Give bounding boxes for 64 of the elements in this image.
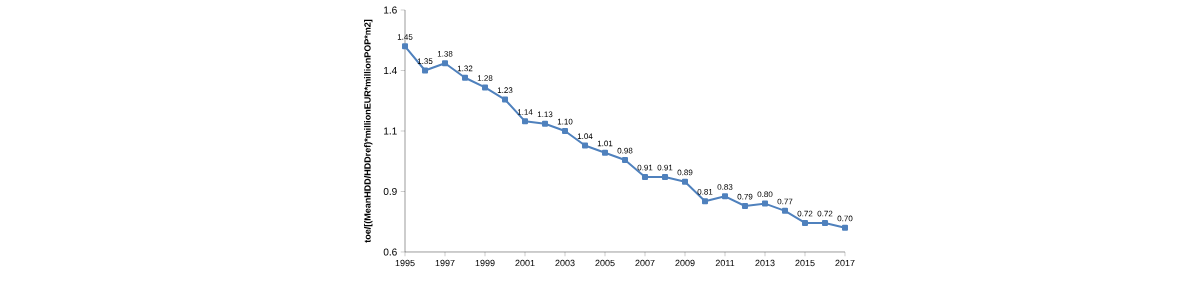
point xyxy=(682,178,688,185)
point xyxy=(542,120,549,127)
text: 1.13 xyxy=(537,111,553,118)
point xyxy=(642,173,648,180)
text: 0.77 xyxy=(777,198,793,205)
y-tick-label: 1.4 xyxy=(384,67,397,74)
text: 0.98 xyxy=(617,147,633,154)
text: 1.32 xyxy=(457,65,473,72)
x-tick-label: 2007 xyxy=(635,259,655,267)
x-tick-label: 2011 xyxy=(715,259,735,267)
y-tick-label: 1.6 xyxy=(384,6,397,14)
point xyxy=(522,118,529,125)
point xyxy=(622,157,628,164)
text: 1.01 xyxy=(597,140,613,147)
text: 0.89 xyxy=(677,169,693,176)
text: 1.38 xyxy=(437,51,453,57)
text: 0.80 xyxy=(757,191,773,198)
y-tick-label: 0.6 xyxy=(383,248,397,256)
x-tick-label: 2009 xyxy=(675,259,695,267)
text: 1.28 xyxy=(477,75,493,81)
point xyxy=(762,200,768,207)
point xyxy=(482,84,489,91)
point xyxy=(722,193,728,200)
text: 1.23 xyxy=(497,87,513,93)
y-tick-label: 1.1 xyxy=(384,127,397,135)
point xyxy=(422,67,429,74)
point xyxy=(802,219,808,226)
x-tick-label: 2001 xyxy=(515,259,535,267)
point xyxy=(662,173,668,180)
x-tick-label: 1999 xyxy=(475,259,495,267)
text: 0.72 xyxy=(817,210,833,217)
y-axis-title: toe/[(MeanHDD/HDDref)*millionEUR*millionPOP*m2] xyxy=(364,19,373,243)
text: 1.45 xyxy=(397,34,413,40)
x-tick-label: 2017 xyxy=(835,259,855,267)
text: 1.35 xyxy=(417,58,433,64)
point xyxy=(442,60,449,67)
point xyxy=(702,198,708,205)
point xyxy=(742,203,748,210)
x-tick-label: 2015 xyxy=(795,259,815,267)
text: 0.91 xyxy=(657,164,673,171)
point xyxy=(582,142,588,149)
point xyxy=(462,74,469,81)
point xyxy=(562,127,569,134)
x-tick-label: 2013 xyxy=(755,259,775,267)
text: 1.14 xyxy=(517,109,533,115)
x-tick-label: 2005 xyxy=(595,259,615,267)
text: 0.81 xyxy=(697,188,713,195)
point xyxy=(822,219,828,226)
point xyxy=(782,207,788,214)
text: 0.72 xyxy=(797,210,813,217)
x-tick-label: 1995 xyxy=(395,259,415,267)
point xyxy=(402,43,409,50)
point xyxy=(842,224,848,231)
text: 0.91 xyxy=(637,164,653,171)
text: 0.79 xyxy=(737,193,753,200)
text: 0.70 xyxy=(837,215,853,222)
point xyxy=(502,96,509,103)
x-tick-label: 2003 xyxy=(555,259,575,267)
text: 1.10 xyxy=(557,118,573,125)
text: 0.83 xyxy=(717,184,733,190)
point xyxy=(602,149,608,156)
text: 1.04 xyxy=(577,133,593,139)
x-tick-label: 1997 xyxy=(435,259,455,267)
y-tick-label: 0.9 xyxy=(383,187,397,196)
